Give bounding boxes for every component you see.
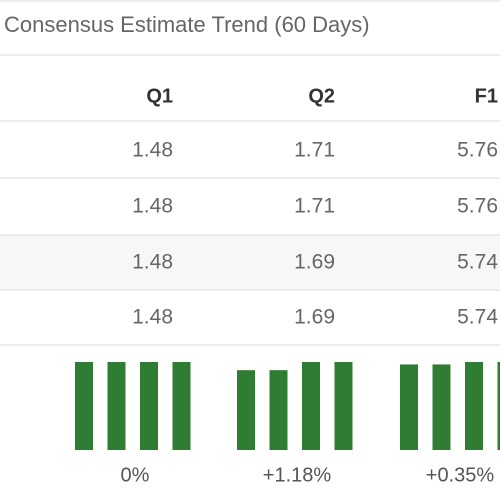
cell: 1.48 bbox=[132, 195, 173, 218]
trend-bar bbox=[237, 370, 255, 450]
cell: 5.74 bbox=[457, 251, 498, 274]
title: Consensus Estimate Trend (60 Days) bbox=[4, 12, 370, 37]
trend-bar bbox=[465, 362, 483, 450]
trend-bar bbox=[432, 364, 451, 450]
trend-bar bbox=[334, 362, 353, 450]
trend-bar bbox=[302, 362, 320, 450]
cell: 5.74 bbox=[457, 306, 498, 329]
cell: 1.69 bbox=[294, 251, 335, 274]
cell: 5.76 bbox=[457, 139, 498, 162]
column-header: F1 bbox=[475, 85, 498, 107]
change-label: +0.35% bbox=[426, 464, 495, 486]
trend-bar bbox=[107, 362, 126, 450]
cell: 1.48 bbox=[132, 139, 173, 162]
cell: 1.69 bbox=[294, 306, 335, 329]
column-header: Q2 bbox=[308, 85, 335, 107]
trend-bar bbox=[400, 364, 418, 450]
cell: 1.71 bbox=[294, 195, 335, 218]
trend-bar bbox=[75, 362, 93, 450]
column-header: Q1 bbox=[146, 85, 173, 107]
change-label: 0% bbox=[121, 464, 150, 486]
trend-bar bbox=[140, 362, 158, 450]
cell: 1.48 bbox=[132, 306, 173, 329]
row-shade bbox=[0, 235, 500, 290]
cell: 1.71 bbox=[294, 139, 335, 162]
trend-bar bbox=[172, 362, 191, 450]
trend-bar bbox=[269, 370, 288, 450]
cell: 5.76 bbox=[457, 195, 498, 218]
cell: 1.48 bbox=[132, 251, 173, 274]
trend-bar bbox=[497, 362, 500, 450]
change-label: +1.18% bbox=[263, 464, 332, 486]
